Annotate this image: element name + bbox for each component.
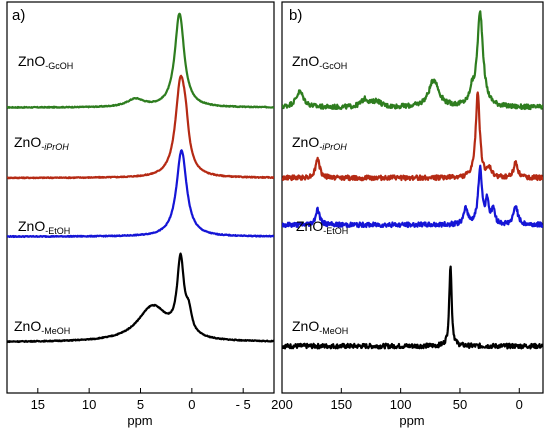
panel-b-x-tick-label: 50 [453, 397, 467, 412]
panel-a-series [7, 12, 274, 344]
panel-b: b) ZnO-GcOH ZnO-iPrOH ZnO-EtOH ZnO-MeOH … [271, 1, 544, 428]
panel-a-x-ticks: 15 10 5 0 - 5 [31, 388, 251, 412]
panel-b-label-meoh: ZnO-MeOH [292, 318, 348, 336]
panel-b-series [282, 10, 543, 350]
panel-b-x-tick-label: 0 [516, 397, 523, 412]
panel-b-series-labels: ZnO-GcOH ZnO-iPrOH ZnO-EtOH ZnO-MeOH [292, 53, 348, 336]
panel-b-series-line-znogcoh [282, 10, 543, 111]
panel-a-series-line-znoetoh [7, 149, 274, 239]
panel-a-label: a) [12, 7, 25, 24]
panel-a-label-meoh: ZnO-MeOH [14, 318, 70, 336]
panel-a: a) ZnO-GcOH ZnO-iPrOH ZnO-EtOH ZnO-MeOH … [6, 1, 275, 428]
panel-b-label-etoh: ZnO-EtOH [296, 218, 348, 236]
panel-b-label-iproh: ZnO-iPrOH [292, 134, 347, 152]
panel-a-series-labels: ZnO-GcOH ZnO-iPrOH ZnO-EtOH ZnO-MeOH [14, 53, 73, 336]
panel-a-label-etoh: ZnO-EtOH [18, 218, 70, 236]
panel-b-label-gcoh: ZnO-GcOH [292, 53, 347, 71]
panel-a-series-line-znoiproh [7, 74, 274, 180]
panel-a-x-tick-label: - 5 [236, 397, 251, 412]
panel-b-label: b) [289, 7, 302, 24]
panel-a-x-tick-label: 0 [188, 397, 195, 412]
panel-a-series-line-znomeoh [7, 252, 274, 344]
panel-a-series-line-znogcoh [7, 12, 274, 109]
panel-b-x-tick-label: 100 [390, 397, 412, 412]
panel-b-series-line-znoetoh [282, 164, 543, 229]
panel-b-x-axis-title: ppm [399, 413, 424, 428]
panel-a-x-axis-title: ppm [127, 413, 152, 428]
panel-a-x-tick-label: 5 [137, 397, 144, 412]
panel-a-x-tick-label: 15 [31, 397, 45, 412]
panel-b-x-tick-label: 150 [330, 397, 352, 412]
panel-b-frame [281, 1, 544, 394]
panel-a-label-iproh: ZnO-iPrOH [14, 134, 69, 152]
panel-b-series-line-znomeoh [282, 265, 543, 350]
panel-a-x-tick-label: 10 [82, 397, 96, 412]
panel-b-x-ticks: 200 150 100 50 0 [271, 388, 523, 412]
panel-b-series-line-znoiproh [282, 91, 543, 182]
panel-a-label-gcoh: ZnO-GcOH [18, 53, 73, 71]
panel-b-x-tick-label: 200 [271, 397, 293, 412]
